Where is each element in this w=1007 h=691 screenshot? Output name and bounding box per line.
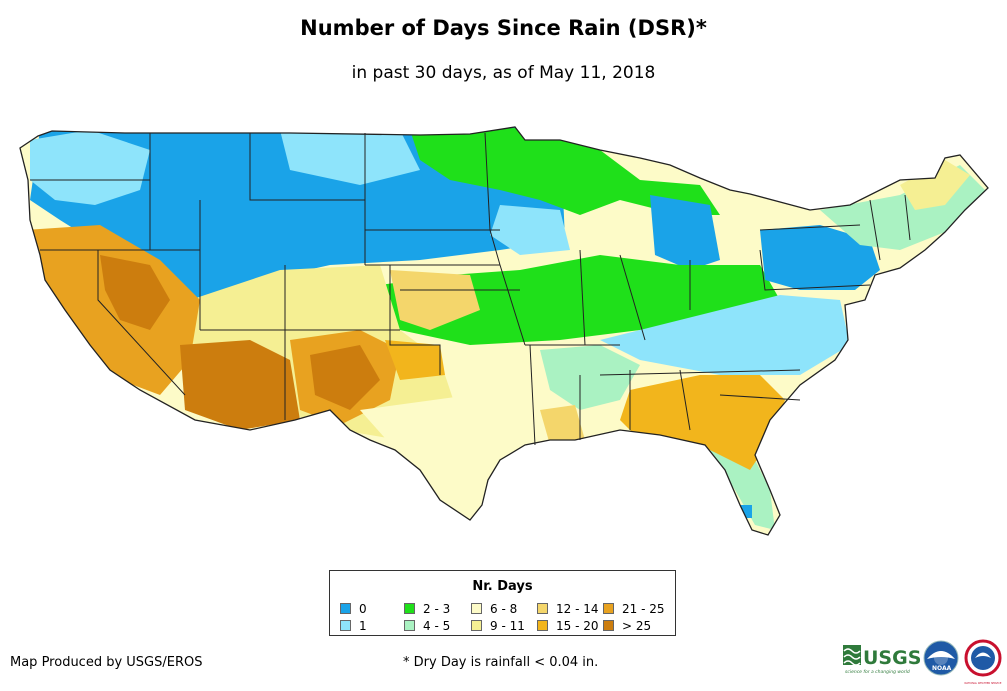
legend-item: 1 (340, 620, 367, 632)
legend-label: 15 - 20 (556, 619, 599, 633)
usgs-logo-text: USGS (863, 647, 921, 669)
usgs-logo: USGS science for a changing world (843, 645, 921, 675)
zone-4-5-florida (700, 430, 775, 530)
legend-label: 9 - 11 (490, 619, 525, 633)
legend-swatch (340, 603, 351, 614)
zone-15-20-west (25, 225, 200, 395)
legend-item: 0 (340, 603, 367, 615)
nws-logo: NATIONAL WEATHER SERVICE (964, 639, 1002, 685)
legend-item: 15 - 20 (537, 620, 599, 632)
map-credit: Map Produced by USGS/EROS (10, 655, 203, 670)
legend-item: 4 - 5 (404, 620, 450, 632)
legend-swatch (537, 603, 548, 614)
usgs-logo-tagline: science for a changing world (845, 669, 910, 675)
legend-item: 6 - 8 (471, 603, 517, 615)
legend-swatch (404, 603, 415, 614)
legend-item: 21 - 25 (603, 603, 665, 615)
zone-25plus-newmexico (310, 345, 380, 410)
legend-swatch (603, 620, 614, 631)
legend-label: 12 - 14 (556, 602, 599, 616)
legend-title: Nr. Days (472, 579, 533, 594)
zone-15-20-southeast (620, 375, 785, 470)
legend-label: > 25 (622, 619, 652, 633)
legend-item: 9 - 11 (471, 620, 525, 632)
legend-swatch (471, 620, 482, 631)
legend-swatch (471, 603, 482, 614)
legend-label: 6 - 8 (490, 602, 518, 616)
nws-logo-text: NATIONAL WEATHER SERVICE (964, 681, 1001, 685)
state-boundaries (19, 126, 989, 536)
zone-1-northwest (30, 130, 150, 205)
zone-0-north (30, 127, 565, 300)
agency-logos: USGS science for a changing world NOAA N… (843, 639, 1002, 685)
zone-1-southdakota (490, 205, 570, 255)
map-subtitle: in past 30 days, as of May 11, 2018 (351, 63, 656, 83)
zone-25plus-arizona (180, 340, 300, 430)
zone-25plus-nevada (100, 255, 170, 330)
legend-item: 2 - 3 (404, 603, 450, 615)
legend-item: 12 - 14 (537, 603, 599, 615)
zone-2-3-minnesota (410, 128, 720, 215)
legend-swatch (340, 620, 351, 631)
footnote: * Dry Day is rainfall < 0.04 in. (403, 655, 599, 670)
zone-1-montana (280, 130, 420, 185)
legend-label: 2 - 3 (423, 602, 451, 616)
legend: Nr. Days 0 1 2 - 3 4 - 5 6 - 8 9 - 11 12… (329, 570, 676, 636)
legend-label: 4 - 5 (423, 619, 451, 633)
noaa-logo-text: NOAA (932, 665, 952, 672)
zone-6-8-maine (900, 160, 970, 210)
legend-label: 1 (359, 619, 367, 633)
zone-0-northeast (760, 225, 880, 290)
legend-label: 0 (359, 602, 367, 616)
noaa-logo: NOAA (923, 640, 959, 676)
zone-6-8-texas (360, 395, 530, 515)
zone-0-michigan (650, 195, 720, 270)
zone-15-20-texas (540, 405, 585, 445)
dsr-map (19, 126, 989, 536)
zone-15-20-panhandle (385, 340, 445, 380)
legend-swatch (537, 620, 548, 631)
zone-12-14-plains (390, 270, 480, 330)
legend-label: 21 - 25 (622, 602, 665, 616)
map-title: Number of Days Since Rain (DSR)* (300, 16, 707, 40)
legend-item: > 25 (603, 620, 651, 632)
legend-swatch (603, 603, 614, 614)
zone-1-midatlantic (600, 295, 850, 375)
zone-4-5-south (540, 345, 640, 410)
legend-swatch (404, 620, 415, 631)
